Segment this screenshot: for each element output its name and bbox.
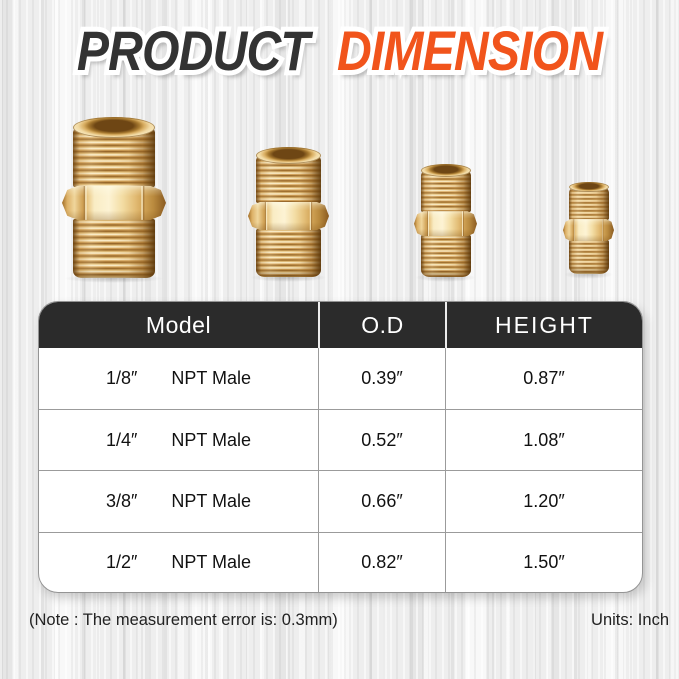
brass-hex-nipple-lg-photo (248, 147, 329, 282)
title-word-dimension-outline: DIMENSION (333, 16, 608, 85)
title-word-product: PRODUCT PRODUCT (73, 16, 315, 85)
header-od: O.D (318, 302, 445, 348)
threaded-pipe-bottom (256, 228, 321, 277)
model-type: NPT Male (171, 552, 252, 573)
page-title: PRODUCT PRODUCT DIMENSION DIMENSION (48, 16, 632, 85)
table-row: 3/8″ NPT Male 0.66″ 1.20″ (39, 470, 642, 532)
table-row: 1/2″ NPT Male 0.82″ 1.50″ (39, 531, 642, 592)
model-cell: 1/2″ NPT Male (39, 533, 318, 592)
title-word-product-outline: PRODUCT (73, 16, 315, 85)
height-cell: 0.87″ (445, 348, 642, 410)
header-model: Model (145, 311, 212, 338)
hex-nut-icon (248, 202, 329, 231)
od-cell: 0.39″ (318, 348, 445, 410)
threaded-pipe-bottom (420, 235, 471, 278)
model-cell: 3/8″ NPT Male (39, 471, 318, 531)
height-cell: 1.20″ (445, 471, 642, 532)
table-body: 1/8″ NPT Male 0.39″ 0.87″ 1/4″ NPT Male … (39, 348, 642, 592)
table-row: 1/8″ NPT Male 0.39″ 0.87″ (39, 348, 642, 410)
dimension-table: Model O.D HEIGHT 1/8″ NPT Male 0.39″ 0.8… (38, 301, 643, 593)
od-cell: 0.82″ (318, 532, 445, 592)
od-cell: 0.52″ (318, 410, 445, 471)
threaded-pipe-top (568, 187, 609, 220)
model-cell: 1/4″ NPT Male (39, 410, 318, 470)
pipe-opening-icon (73, 117, 155, 139)
brass-hex-nipple-md-photo (414, 164, 477, 283)
threaded-pipe-top (420, 170, 471, 213)
title-word-product-fill: PRODUCT (76, 19, 310, 82)
title-word-dimension: DIMENSION DIMENSION (333, 16, 608, 85)
threaded-pipe-bottom (568, 240, 609, 275)
model-cell: 1/8″ NPT Male (39, 348, 318, 409)
model-size: 1/2″ (105, 552, 138, 573)
title-word-dimension-fill: DIMENSION (336, 19, 603, 82)
model-size: 1/8″ (105, 368, 138, 389)
pipe-opening-icon (420, 164, 471, 177)
hex-nut-icon (62, 185, 166, 220)
footer: (Note : The measurement error is: 0.3mm)… (0, 607, 679, 633)
units-label: Units: Inch (591, 610, 669, 629)
table-header-row: Model O.D HEIGHT (39, 302, 642, 348)
model-type: NPT Male (171, 429, 252, 450)
pipe-opening-icon (256, 147, 321, 164)
height-cell: 1.08″ (445, 410, 642, 471)
measurement-note: (Note : The measurement error is: 0.3mm) (29, 610, 338, 629)
hex-nut-icon (414, 211, 477, 237)
pipe-opening-icon (568, 182, 609, 193)
threaded-pipe-bottom (73, 218, 155, 278)
brass-hex-nipple-xl-photo (62, 117, 166, 283)
header-height: HEIGHT (445, 302, 642, 348)
table-row: 1/4″ NPT Male 0.52″ 1.08″ (39, 409, 642, 471)
hex-nut-icon (563, 219, 614, 242)
model-size: 3/8″ (105, 490, 138, 511)
model-type: NPT Male (171, 490, 252, 511)
od-cell: 0.66″ (318, 471, 445, 532)
model-size: 1/4″ (105, 429, 138, 450)
brass-hex-nipple-sm-photo (563, 182, 614, 280)
model-type: NPT Male (171, 368, 252, 389)
height-cell: 1.50″ (445, 532, 642, 592)
